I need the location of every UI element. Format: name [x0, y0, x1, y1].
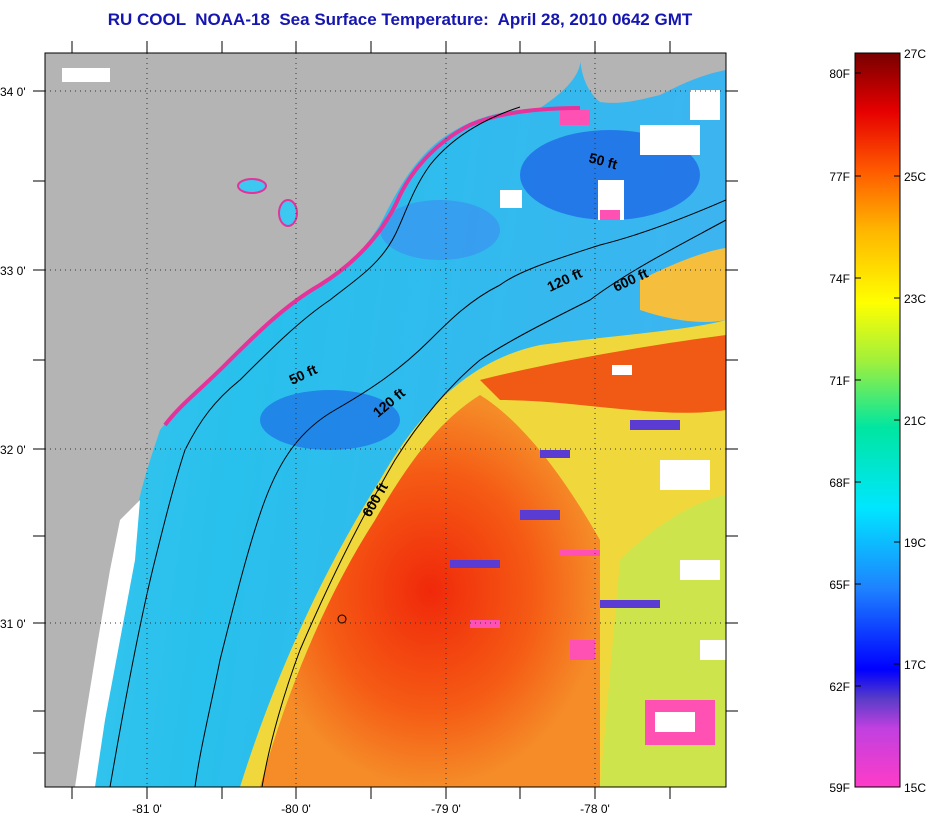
cold-patch-mid — [380, 200, 500, 260]
lat-label: 33 0' — [0, 264, 26, 278]
colorbar: 80F 77F 74F 71F 68F 65F 62F 59F 27C 25C … — [829, 47, 926, 795]
colorbar-f-label: 59F — [829, 781, 850, 795]
map-title: RU COOL NOAA-18 Sea Surface Temperature:… — [107, 10, 693, 29]
colorbar-f-label: 80F — [829, 67, 850, 81]
contour-label-50ft: 50 ft — [587, 149, 619, 172]
colorbar-c-label: 15C — [904, 781, 926, 795]
colorbar-f-label: 62F — [829, 680, 850, 694]
sst-map — [45, 53, 726, 787]
coastline-fringe — [163, 106, 581, 427]
colorbar-c-label: 23C — [904, 292, 926, 306]
no-data-patch — [62, 68, 110, 82]
map-gridlines — [45, 53, 726, 787]
map-ticks — [33, 41, 738, 799]
colorbar-f-label: 65F — [829, 578, 850, 592]
cold-shelf-patch — [260, 390, 400, 450]
lon-label: -80 0' — [281, 802, 311, 816]
lon-label: -78 0' — [580, 802, 610, 816]
buoy-marker — [337, 614, 347, 624]
colorbar-f-label: 77F — [829, 170, 850, 184]
colorbar-c-label: 17C — [904, 658, 926, 672]
colorbar-c-label: 19C — [904, 536, 926, 550]
colorbar-c-label: 21C — [904, 414, 926, 428]
bathymetry-contours — [109, 106, 726, 787]
colorbar-f-label: 74F — [829, 272, 850, 286]
contour-120ft — [194, 199, 726, 787]
inland-lake — [278, 199, 298, 227]
colorbar-c-label: 27C — [904, 47, 926, 61]
cloud-mask-patches — [450, 90, 726, 745]
land-mass — [45, 53, 581, 787]
colorbar-f-label: 71F — [829, 374, 850, 388]
gulf-stream-north — [480, 335, 726, 413]
coastal-no-data-strip — [75, 500, 140, 787]
colorbar-f-label: 68F — [829, 476, 850, 490]
lon-label: -81 0' — [132, 802, 162, 816]
lat-label: 31 0' — [0, 617, 26, 631]
gulf-stream-core — [260, 395, 600, 787]
lat-label: 34 0' — [0, 85, 26, 99]
lat-label: 32 0' — [0, 443, 26, 457]
lon-label: -79 0' — [431, 802, 461, 816]
inland-lake — [237, 178, 267, 194]
warm-patch-northeast — [640, 248, 726, 322]
map-frame — [44, 52, 727, 788]
land-mass-northeast — [580, 53, 726, 103]
contour-50ft — [109, 106, 521, 787]
colorbar-scale — [854, 52, 901, 788]
colorbar-ticks — [855, 52, 900, 687]
contour-600ft — [261, 219, 726, 787]
colorbar-c-label: 25C — [904, 170, 926, 184]
